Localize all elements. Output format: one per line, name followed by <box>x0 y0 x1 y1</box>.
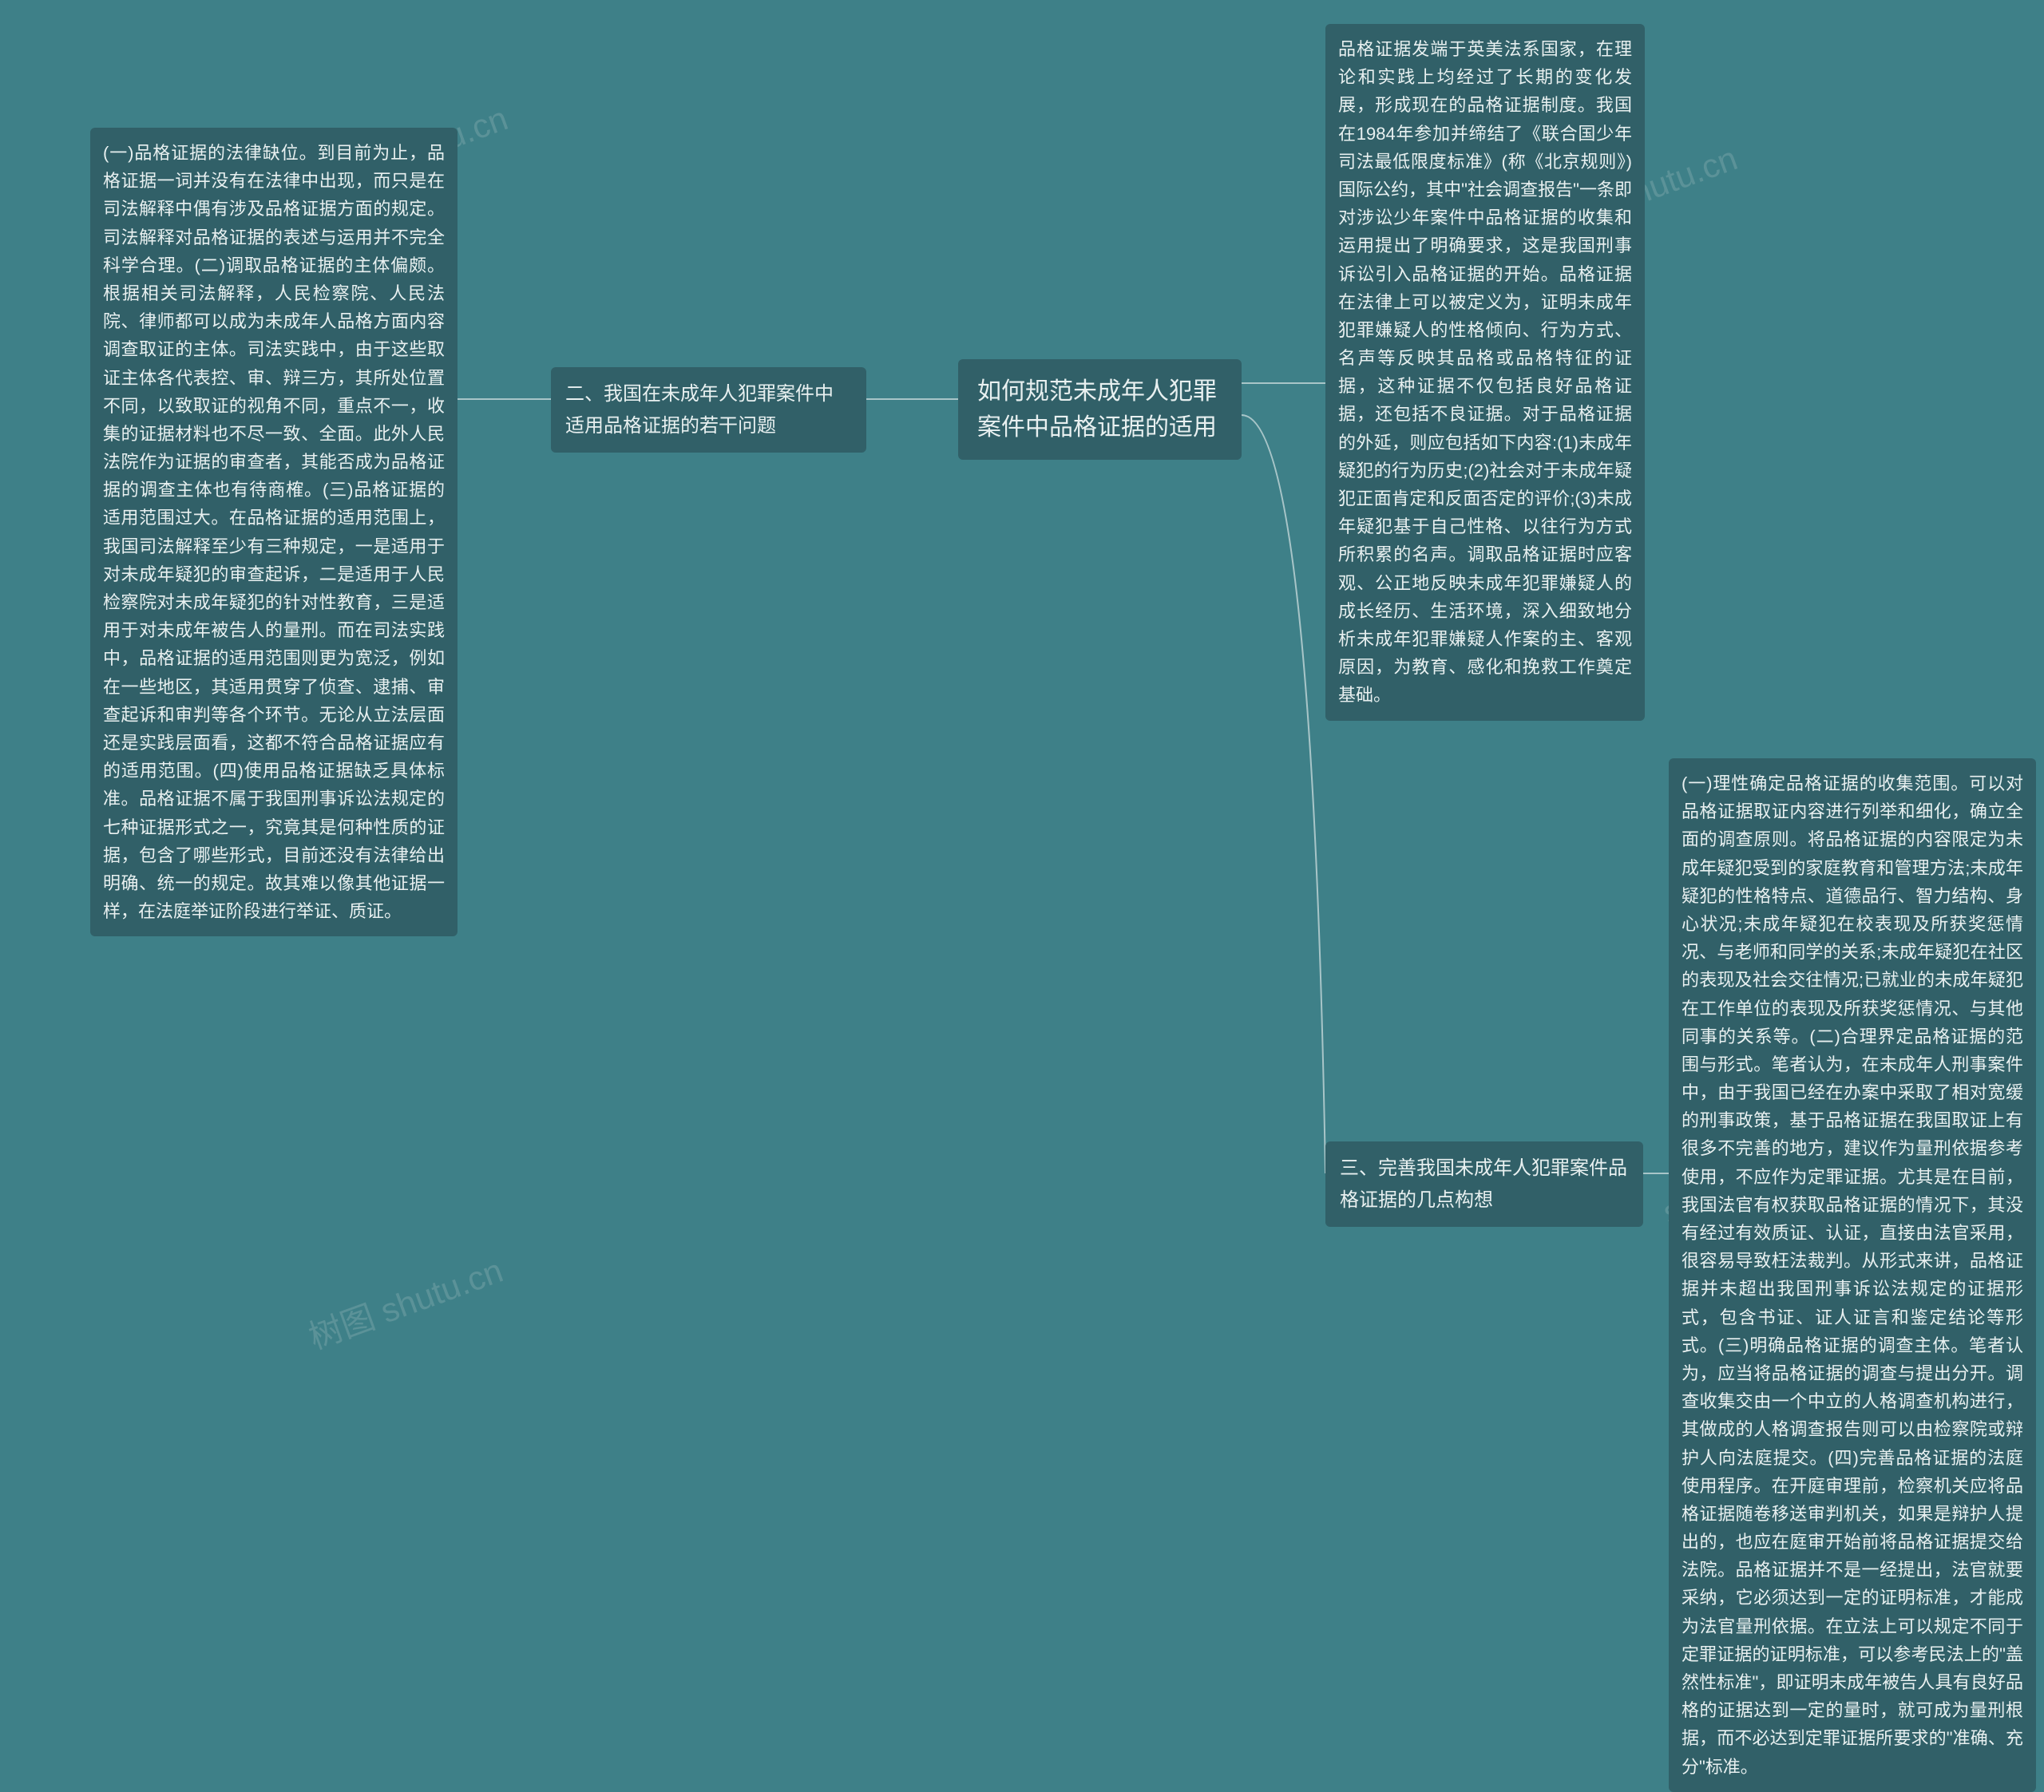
intro-detail-node[interactable]: 品格证据发端于英美法系国家，在理论和实践上均经过了长期的变化发展，形成现在的品格… <box>1325 24 1645 721</box>
branch-two-title-text: 二、我国在未成年人犯罪案件中适用品格证据的若干问题 <box>565 383 834 437</box>
watermark: 树图 shutu.cn <box>301 1244 509 1359</box>
branch-three-title[interactable]: 三、完善我国未成年人犯罪案件品格证据的几点构想 <box>1325 1141 1643 1227</box>
central-topic-text: 如何规范未成年人犯罪案件中品格证据的适用 <box>977 378 1217 441</box>
branch-two-detail-text: (一)品格证据的法律缺位。到目前为止，品格证据一词并没有在法律中出现，而只是在司… <box>103 143 445 921</box>
branch-three-detail-text: (一)理性确定品格证据的收集范围。可以对品格证据取证内容进行列举和细化，确立全面… <box>1682 773 2023 1777</box>
branch-three-detail[interactable]: (一)理性确定品格证据的收集范围。可以对品格证据取证内容进行列举和细化，确立全面… <box>1669 758 2036 1792</box>
central-topic[interactable]: 如何规范未成年人犯罪案件中品格证据的适用 <box>958 359 1242 460</box>
branch-three-title-text: 三、完善我国未成年人犯罪案件品格证据的几点构想 <box>1340 1157 1627 1211</box>
branch-two-title[interactable]: 二、我国在未成年人犯罪案件中适用品格证据的若干问题 <box>551 367 866 453</box>
intro-detail-text: 品格证据发端于英美法系国家，在理论和实践上均经过了长期的变化发展，形成现在的品格… <box>1338 39 1632 705</box>
branch-two-detail[interactable]: (一)品格证据的法律缺位。到目前为止，品格证据一词并没有在法律中出现，而只是在司… <box>90 128 458 936</box>
